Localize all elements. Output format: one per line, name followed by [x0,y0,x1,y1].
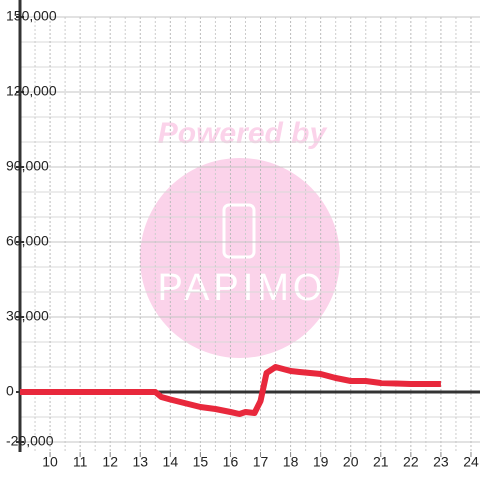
x-tick-label: 13 [132,454,148,470]
watermark: Powered by PAPIMO [140,117,340,358]
x-tick-label: 11 [73,454,88,470]
y-tick-label: 0 [6,383,14,399]
x-tick-label: 12 [102,454,118,470]
x-tick-label: 15 [193,454,209,470]
watermark-line1: Powered by [158,117,328,150]
data-line [20,364,441,417]
x-tick-label: 19 [313,454,329,470]
y-tick-label: -20,000 [6,433,54,449]
x-tick-label: 18 [283,454,299,470]
x-tick-label: 23 [433,454,449,470]
x-tick-label: 22 [403,454,419,470]
y-tick-label: 150,000 [6,8,57,24]
x-tick-label: 21 [373,454,389,470]
x-tick-label: 20 [343,454,359,470]
watermark-icon [222,203,256,259]
y-tick-label: 120,000 [6,83,57,99]
y-tick-label: 90,000 [6,158,49,174]
x-tick-label: 10 [42,454,58,470]
x-tick-label: 24 [463,454,479,470]
y-tick-label: 60,000 [6,233,49,249]
watermark-line2: PAPIMO [158,267,327,309]
x-tick-label: 14 [163,454,179,470]
x-tick-label: 17 [253,454,269,470]
y-tick-label: 30,000 [6,308,49,324]
x-tick-label: 16 [223,454,239,470]
